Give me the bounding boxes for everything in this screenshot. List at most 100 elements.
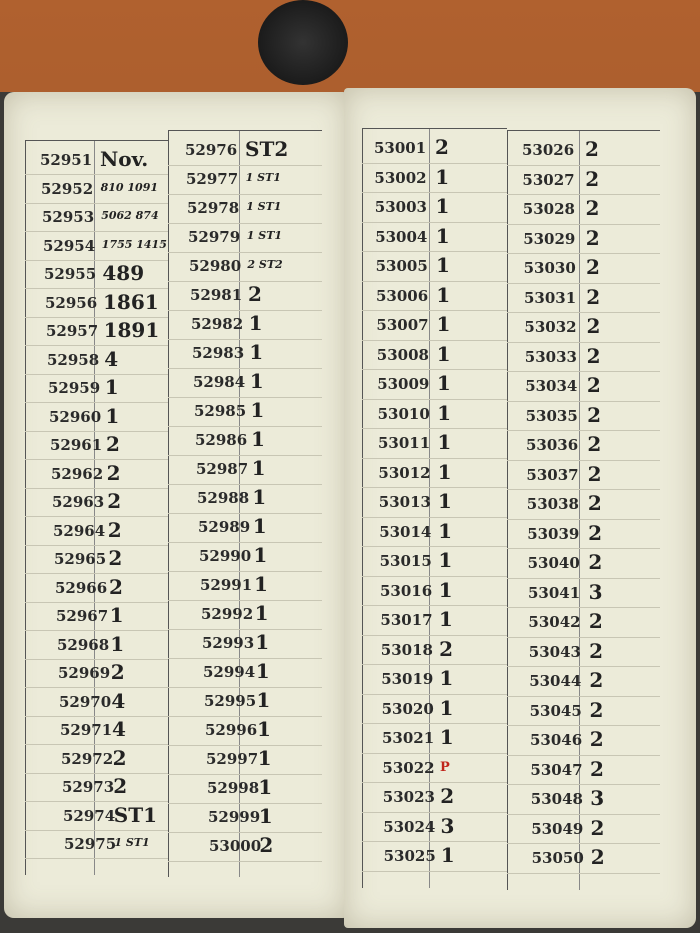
entry-mark: 2: [585, 225, 600, 250]
entry-number: 53030: [523, 259, 576, 277]
row-rule: [362, 723, 507, 725]
entry-mark: 2: [106, 432, 120, 456]
entry-number: 53040: [527, 554, 580, 572]
entry-number: 52973: [62, 778, 115, 796]
row-rule: [507, 784, 660, 786]
row-rule: [168, 309, 322, 311]
right-page: [344, 88, 696, 928]
row-rule: [362, 280, 507, 282]
row-rule: [25, 430, 168, 432]
entry-number: 52956: [45, 293, 98, 312]
entry-number: 53043: [528, 642, 581, 661]
entry-number: 52986: [195, 431, 248, 449]
entry-number: 53027: [522, 170, 575, 189]
row-rule: [507, 872, 660, 874]
entry-number: 52957: [46, 322, 99, 340]
entry-number: 52994: [203, 663, 256, 681]
entry-mark: 1: [258, 804, 273, 828]
entry-mark: 2: [586, 314, 601, 338]
row-rule: [25, 715, 168, 717]
entry-mark: 2: [588, 550, 603, 574]
row-rule: [362, 192, 507, 194]
entry-number: 52988: [197, 489, 250, 507]
entry-mark: 1: [256, 688, 271, 712]
row-rule: [507, 843, 660, 845]
row-rule: [507, 577, 660, 579]
row-rule: [25, 316, 168, 318]
row-rule: [362, 546, 507, 548]
entry-mark: 2: [113, 774, 128, 798]
entry-number: 53005: [375, 257, 428, 275]
entry-mark: 4: [104, 346, 119, 371]
column-rule: [168, 130, 169, 877]
entry-number: 53039: [527, 524, 580, 543]
entry-number: 52981: [190, 286, 243, 304]
entry-number: 52979: [188, 228, 241, 246]
entry-mark: 1: [257, 717, 271, 741]
entry-mark: 2: [589, 668, 604, 692]
entry-mark: 2: [435, 135, 449, 159]
entry-number: 53002: [374, 168, 427, 187]
row-rule: [507, 518, 660, 520]
row-rule: [25, 231, 168, 233]
left-page: [4, 92, 347, 918]
row-rule: [168, 222, 322, 224]
entry-mark: 1: [437, 459, 452, 484]
row-rule: [362, 575, 507, 577]
entry-number: 52989: [198, 518, 251, 536]
entry-mark: 1: [435, 164, 450, 189]
row-rule: [25, 174, 168, 176]
entry-number: 53021: [382, 729, 435, 747]
row-rule: [168, 367, 322, 369]
row-rule: [25, 573, 168, 575]
row-rule: [507, 813, 660, 815]
entry-mark: 5062 874: [101, 209, 159, 222]
entry-number: 52999: [208, 808, 261, 826]
entry-mark: 1 ST1: [246, 229, 283, 242]
header-rule: [168, 130, 322, 131]
row-rule: [168, 773, 322, 775]
entry-number: 53001: [374, 139, 427, 157]
entry-number: 52968: [57, 635, 110, 654]
row-rule: [507, 636, 660, 638]
entry-number: 52975: [64, 835, 117, 853]
row-rule: [362, 339, 507, 341]
row-rule: [507, 695, 660, 697]
entry-number: 53012: [378, 463, 431, 482]
entry-mark: 2: [585, 255, 600, 279]
entry-number: 53050: [531, 849, 584, 867]
entry-mark: 1: [255, 659, 270, 683]
row-rule: [25, 345, 168, 347]
row-rule: [25, 829, 168, 831]
row-rule: [507, 194, 660, 196]
entry-mark: 1: [435, 194, 450, 218]
entry-mark: 2: [585, 137, 599, 161]
row-rule: [507, 371, 660, 373]
row-rule: [25, 288, 168, 290]
entry-number: 53007: [376, 316, 429, 334]
entry-mark: 1: [254, 601, 269, 625]
entry-mark: 1: [437, 489, 452, 513]
entry-number: 52967: [56, 607, 109, 625]
entry-mark: 2: [109, 574, 123, 599]
row-rule: [362, 664, 507, 666]
entry-mark: 2: [439, 636, 453, 661]
column-rule: [362, 128, 363, 888]
row-rule: [168, 802, 322, 804]
entry-mark: 2: [248, 282, 262, 306]
header-rule: [507, 130, 660, 131]
row-rule: [362, 457, 507, 459]
entry-mark: 2: [106, 460, 121, 485]
entry-mark: 2 ST2: [247, 258, 283, 271]
row-rule: [362, 841, 507, 843]
entry-mark: 1: [438, 548, 453, 572]
row-rule: [507, 548, 660, 550]
entry-mark: 1: [436, 282, 451, 307]
entry-number: 53018: [380, 640, 433, 659]
entry-mark: 2: [587, 491, 602, 515]
entry-mark: 1 ST1: [246, 200, 282, 213]
entry-mark: 1: [255, 630, 270, 654]
entry-number: 53010: [377, 404, 430, 423]
entry-number: 52959: [48, 379, 101, 397]
entry-mark: 2: [587, 461, 602, 486]
